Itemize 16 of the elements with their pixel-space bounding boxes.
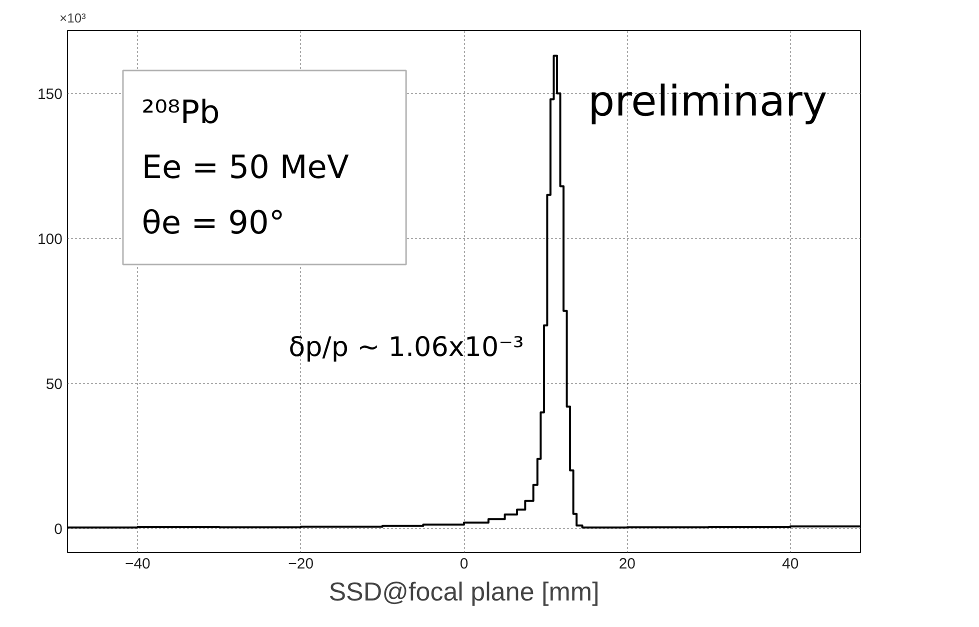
- x-axis-title: SSD@focal plane [mm]: [328, 576, 600, 606]
- annotation: ²⁰⁸Pb: [142, 93, 220, 132]
- annotation: δp/p ~ 1.06x10⁻³: [288, 332, 524, 364]
- x-tick-label: −40: [124, 556, 150, 572]
- x-tick-label: 0: [460, 556, 468, 572]
- x-tick-label: 20: [618, 556, 636, 572]
- x-tick-label: −20: [288, 556, 314, 572]
- x-tick-label: 40: [782, 556, 799, 572]
- annotation: Ee = 50 MeV: [142, 148, 349, 186]
- annotation: preliminary: [588, 76, 828, 126]
- y-tick-label: 150: [37, 86, 63, 103]
- text: ×10³: [60, 10, 87, 26]
- annotation: θe = 90°: [142, 203, 285, 242]
- y-tick-label: 0: [54, 520, 62, 538]
- y-tick-label: 50: [46, 376, 63, 393]
- y-tick-label: 100: [37, 230, 63, 248]
